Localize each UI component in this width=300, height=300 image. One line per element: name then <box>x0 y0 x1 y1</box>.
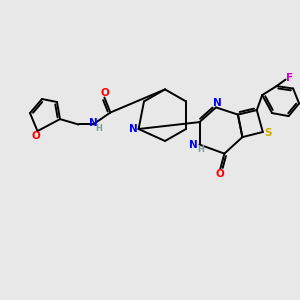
Text: S: S <box>265 128 272 138</box>
Text: H: H <box>197 146 204 154</box>
Text: N: N <box>213 98 222 108</box>
Text: F: F <box>286 73 293 83</box>
Text: N: N <box>89 118 98 128</box>
Text: O: O <box>32 131 40 141</box>
Text: O: O <box>100 88 109 98</box>
Text: N: N <box>129 124 138 134</box>
Text: H: H <box>96 124 102 133</box>
Text: N: N <box>189 140 198 150</box>
Text: O: O <box>216 169 225 179</box>
